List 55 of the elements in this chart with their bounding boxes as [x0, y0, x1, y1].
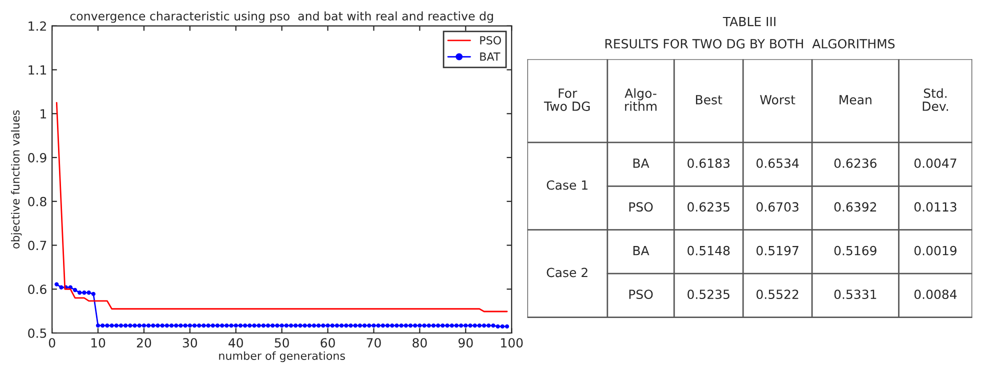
x-tick-label: 0 — [48, 338, 56, 348]
text: BA — [633, 158, 650, 168]
text: 0.5235 — [688, 290, 730, 300]
x-tick-label: 80 — [412, 338, 427, 348]
x-tick-label: 50 — [274, 338, 289, 348]
legend-label: BAT — [480, 52, 500, 61]
x-tick-label: 10 — [91, 338, 106, 348]
x-tick-label: 40 — [228, 338, 243, 348]
legend-label: PSO — [480, 36, 501, 44]
y-tick-label: 0.5 — [28, 328, 46, 338]
y-tick-label: 0.8 — [28, 196, 46, 206]
text: 0.5197 — [756, 246, 798, 256]
text: 0.0019 — [914, 246, 956, 256]
category-label: Algo- rithm — [624, 88, 657, 111]
line-series — [56, 102, 508, 312]
text: 0.6235 — [688, 202, 730, 212]
text: 0.6183 — [688, 158, 730, 168]
text: TABLE III — [722, 16, 776, 26]
x-tick-label: 60 — [320, 338, 335, 348]
text: 0.5331 — [834, 290, 876, 300]
y-axis-title: objective function values — [10, 110, 22, 248]
text: 0.5522 — [756, 290, 798, 300]
text: 0.6236 — [834, 158, 876, 168]
text: PSO — [629, 290, 653, 300]
text: 0.5148 — [688, 246, 730, 256]
category-label: Best — [696, 95, 722, 104]
y-tick-label: 1.2 — [28, 21, 46, 31]
y-tick-label: 0.9 — [28, 152, 46, 162]
text: 0.0113 — [914, 202, 956, 212]
chart-title: convergence characteristic using pso and bat with real and reactive dg — [70, 11, 493, 23]
text: BA — [633, 246, 650, 256]
text: 0.0084 — [914, 290, 957, 300]
y-tick-label: 0.7 — [28, 240, 46, 250]
text: PSO — [629, 202, 653, 212]
x-tick-label: 100 — [501, 338, 523, 348]
category-label: Mean — [840, 95, 872, 104]
text: 0.6392 — [834, 202, 876, 212]
y-tick-label: 1 — [40, 109, 46, 118]
category-label: For Two DG — [544, 88, 590, 111]
x-tick-label: 90 — [458, 338, 473, 348]
category-label: Worst — [760, 95, 796, 104]
text: RESULTS FOR TWO DG BY BOTH ALGORITHMS — [605, 39, 895, 48]
text: 0.6534 — [756, 158, 799, 168]
category-label: Std. Dev. — [922, 88, 948, 111]
y-tick-label: 0.6 — [28, 284, 46, 294]
x-tick-label: 20 — [136, 338, 152, 348]
text: 0.5169 — [834, 246, 876, 256]
text: 0.6703 — [756, 202, 798, 212]
text: 0.0047 — [914, 158, 956, 168]
x-tick-label: 30 — [182, 338, 198, 348]
x-axis-title: number of generations — [219, 351, 345, 362]
y-tick-label: 1.1 — [28, 65, 46, 75]
x-tick-label: 70 — [366, 338, 381, 348]
text: Case 1 — [546, 180, 588, 190]
text: Case 2 — [546, 268, 588, 278]
